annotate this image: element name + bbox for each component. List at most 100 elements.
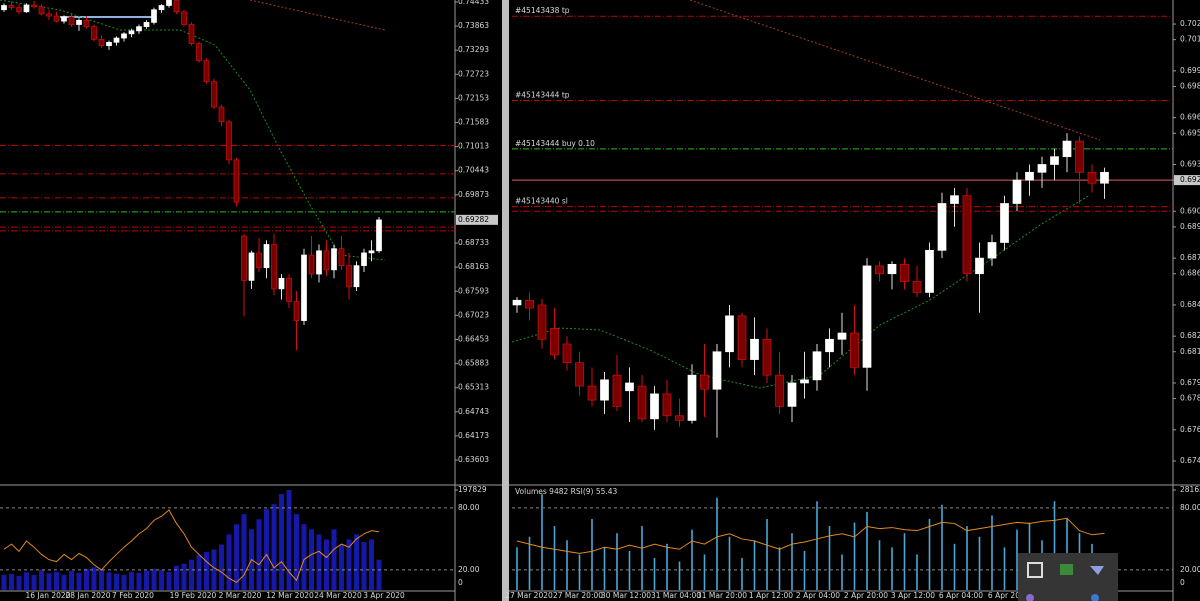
rsi-tick-label: 80.00 bbox=[458, 503, 480, 512]
y-tick-label: 0.67023 bbox=[458, 310, 489, 319]
volume-bar bbox=[99, 569, 104, 590]
candle-body bbox=[218, 106, 225, 123]
tray-icon bbox=[1027, 562, 1043, 578]
volume-bar bbox=[703, 554, 706, 590]
volume-bar bbox=[666, 543, 668, 590]
candle-body bbox=[1012, 179, 1022, 204]
volume-bar bbox=[678, 561, 681, 590]
rsi-tick-label: 0 bbox=[1180, 578, 1185, 587]
y-tick-label: 0.674 bbox=[1180, 456, 1200, 465]
candle-body bbox=[8, 5, 15, 8]
y-tick-label: 0.63603 bbox=[458, 455, 489, 464]
volume-bar bbox=[541, 494, 543, 590]
candle-body bbox=[121, 33, 127, 39]
volume-bar bbox=[144, 570, 149, 590]
moving-average bbox=[0, 0, 386, 261]
volume-bar bbox=[46, 573, 52, 590]
volume-bar bbox=[279, 493, 284, 590]
candle-body bbox=[987, 242, 997, 259]
candle-body bbox=[700, 374, 709, 390]
y-tick-label: 0.71013 bbox=[458, 142, 489, 151]
volume-bar bbox=[716, 497, 718, 590]
x-date-label: 31 Mar 04:00 bbox=[651, 591, 701, 600]
candle-body bbox=[68, 16, 75, 25]
y-tick-label: 0.65313 bbox=[458, 383, 489, 392]
volume-bar bbox=[204, 552, 209, 590]
volume-bar bbox=[778, 547, 781, 590]
y-tick-label: 0.679 bbox=[1180, 378, 1200, 387]
y-tick-label: 0.73293 bbox=[458, 45, 489, 54]
y-tick-label: 0.64743 bbox=[458, 407, 489, 416]
panel-separator bbox=[502, 0, 509, 601]
candle-body bbox=[31, 4, 37, 8]
y-tick-label: 0.74433 bbox=[458, 0, 489, 6]
candle-body bbox=[662, 393, 672, 417]
current-price-label: 0.69282 bbox=[458, 215, 489, 224]
candle-body bbox=[16, 7, 22, 13]
y-tick-label: 0.690 bbox=[1180, 206, 1200, 215]
candle-body bbox=[787, 382, 797, 407]
volume-bar bbox=[728, 536, 731, 590]
candle-body bbox=[233, 159, 240, 203]
y-tick-label: 0.682 bbox=[1180, 331, 1200, 340]
volume-bar bbox=[928, 518, 931, 590]
volume-bar bbox=[953, 543, 956, 590]
volume-bar bbox=[991, 515, 993, 590]
y-tick-label: 0.698 bbox=[1180, 81, 1200, 90]
candle-body bbox=[316, 250, 322, 275]
volume-bar bbox=[159, 569, 164, 590]
volume-max-label: 28165 bbox=[1180, 485, 1200, 494]
candle-body bbox=[1062, 140, 1072, 158]
x-date-label: 6 Apr 04:00 bbox=[939, 591, 983, 600]
y-tick-label: 0.69873 bbox=[458, 190, 489, 199]
trend-line bbox=[249, 0, 386, 31]
volume-bar bbox=[84, 568, 89, 590]
y-tick-label: 0.684 bbox=[1180, 300, 1200, 309]
y-tick-label: 0.67593 bbox=[458, 286, 489, 295]
x-date-label: 1 Apr 12:00 bbox=[749, 591, 793, 600]
volume-bar bbox=[791, 533, 793, 590]
candle-body bbox=[1025, 171, 1034, 181]
candle-body bbox=[263, 244, 270, 269]
candle-body bbox=[875, 265, 884, 275]
volume-bar bbox=[9, 573, 14, 590]
volume-bar bbox=[603, 547, 606, 590]
y-tick-label: 0.70443 bbox=[458, 166, 489, 175]
tray-icon bbox=[1026, 594, 1034, 601]
volume-bar bbox=[76, 572, 82, 590]
rsi-line bbox=[516, 517, 1105, 554]
candle-body bbox=[166, 0, 172, 6]
candle-body bbox=[128, 30, 135, 35]
volume-bar bbox=[878, 540, 881, 590]
volume-bar bbox=[866, 511, 868, 590]
volume-bar bbox=[121, 574, 127, 590]
y-tick-label: 0.695 bbox=[1180, 128, 1200, 137]
candle-body bbox=[975, 257, 984, 275]
volume-bar bbox=[566, 540, 568, 590]
candle-body bbox=[76, 19, 82, 25]
volume-bar bbox=[361, 541, 367, 590]
volume-bar bbox=[978, 536, 981, 590]
volume-bar bbox=[151, 568, 157, 590]
tray-icon bbox=[1091, 594, 1099, 601]
candle-body bbox=[750, 338, 759, 360]
volume-bar bbox=[256, 519, 262, 590]
candle-body bbox=[1100, 171, 1109, 184]
volume-bar bbox=[528, 536, 531, 590]
candle-body bbox=[173, 0, 180, 13]
volume-bar bbox=[16, 575, 22, 590]
candle-body bbox=[376, 219, 382, 252]
x-date-label: 3 Apr 12:00 bbox=[891, 591, 935, 600]
candle-body bbox=[812, 351, 822, 381]
volume-bar bbox=[891, 547, 893, 590]
candle-body bbox=[962, 195, 972, 275]
candle-body bbox=[23, 4, 30, 13]
candle-body bbox=[286, 277, 292, 302]
y-tick-label: 0.73863 bbox=[458, 21, 489, 30]
volume-bar bbox=[234, 524, 239, 590]
candle-body bbox=[256, 252, 262, 269]
candle-body bbox=[775, 374, 784, 407]
volume-bar bbox=[189, 559, 194, 590]
current-price-label: 0.692 bbox=[1180, 175, 1200, 184]
